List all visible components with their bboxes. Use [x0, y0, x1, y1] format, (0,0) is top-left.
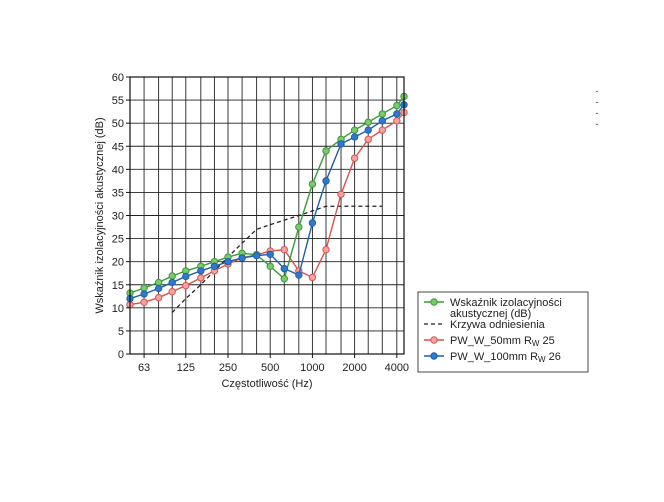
data-point — [337, 140, 345, 148]
y-tick-label: 55 — [112, 95, 124, 107]
y-tick-label: 10 — [112, 303, 124, 315]
data-point — [280, 275, 288, 283]
y-tick-label: 50 — [112, 118, 124, 130]
grid — [130, 76, 404, 355]
legend-box — [417, 291, 589, 373]
edge-glyph: - — [596, 119, 599, 129]
data-point — [378, 126, 386, 134]
data-point — [350, 126, 359, 134]
y-tick-label: 40 — [112, 164, 124, 176]
y-axis-ticks: 0 5 10 15 20 25 30 35 40 45 50 55 60 — [112, 72, 130, 361]
y-tick-label: 20 — [112, 257, 124, 269]
data-point — [197, 274, 205, 282]
reference-line — [171, 205, 383, 313]
y-tick-label: 35 — [112, 187, 124, 199]
y-tick-label: 25 — [112, 234, 124, 246]
legend-swatch-marker — [430, 352, 438, 360]
y-tick-label: 45 — [112, 141, 124, 153]
data-point — [168, 272, 176, 280]
data-point — [350, 154, 359, 162]
data-point — [378, 117, 386, 125]
reference-curve — [171, 205, 383, 313]
data-point — [182, 281, 190, 290]
data-point — [393, 101, 401, 110]
data-point — [140, 298, 148, 306]
legend-swatch-marker — [430, 298, 438, 306]
data-point — [140, 290, 148, 298]
edge-glyph: - — [596, 86, 599, 96]
x-tick-label: 250 — [219, 362, 237, 374]
data-point — [154, 293, 163, 302]
x-tick-label: 500 — [261, 362, 279, 374]
data-point — [182, 272, 190, 281]
data-point — [308, 273, 317, 282]
x-tick-label: 4000 — [385, 362, 409, 374]
data-point — [393, 110, 401, 118]
y-tick-label: 0 — [118, 349, 124, 361]
data-point — [238, 254, 246, 262]
data-point — [168, 287, 176, 296]
data-point — [280, 264, 288, 273]
legend-label: Krzywa odniesienia — [450, 319, 546, 331]
edge-glyphs: ---- — [596, 86, 599, 129]
legend-label: PW_W_100mm RW 26 — [450, 351, 561, 364]
y-tick-label: 15 — [112, 280, 124, 292]
x-tick-label: 125 — [177, 362, 195, 374]
series-0 — [126, 92, 408, 297]
y-tick-label: 30 — [112, 211, 124, 223]
series-3 — [126, 101, 408, 303]
data-point — [280, 245, 288, 254]
data-point — [364, 126, 372, 134]
data-point — [393, 117, 401, 125]
data-point — [154, 278, 163, 287]
data-point — [364, 135, 372, 144]
data-point — [210, 262, 219, 270]
data-point — [252, 251, 261, 260]
data-point — [266, 262, 274, 270]
legend-swatch-marker — [430, 336, 438, 344]
data-point — [308, 219, 317, 227]
data-point — [295, 223, 303, 231]
data-point — [266, 250, 274, 258]
data-point — [154, 284, 163, 293]
data-point — [322, 245, 330, 254]
data-point — [295, 271, 303, 279]
x-axis-ticks: 63 125 250 500 1000 2000 4000 — [138, 354, 409, 374]
data-point — [168, 278, 176, 287]
x-tick-label: 63 — [138, 362, 150, 374]
legend-label: PW_W_50mm RW 25 — [450, 335, 555, 348]
y-tick-label: 60 — [112, 72, 124, 84]
data-point — [197, 267, 205, 275]
y-tick-label: 5 — [118, 326, 124, 338]
data-point — [350, 133, 359, 141]
data-point — [337, 190, 345, 198]
data-point — [322, 147, 330, 155]
x-axis-title: Częstotliwość (Hz) — [221, 378, 312, 390]
series-line — [129, 104, 405, 300]
legend-label: akustycznej (dB) — [450, 308, 531, 320]
edge-glyph: - — [596, 108, 599, 118]
x-tick-label: 2000 — [342, 362, 366, 374]
data-point — [322, 177, 330, 185]
data-point — [308, 180, 317, 188]
legend-label: Wskaźnik izolacyjności — [450, 297, 562, 309]
data-point — [224, 257, 232, 266]
data-point — [378, 110, 386, 118]
data-point — [364, 118, 372, 126]
series-line — [129, 95, 405, 294]
data-point — [140, 284, 148, 292]
data-series — [126, 92, 408, 309]
x-tick-label: 1000 — [300, 362, 324, 374]
y-axis-title: Wskaźnik izolacyjności akustycznej (dB) — [94, 117, 106, 313]
edge-glyph: - — [596, 97, 599, 107]
